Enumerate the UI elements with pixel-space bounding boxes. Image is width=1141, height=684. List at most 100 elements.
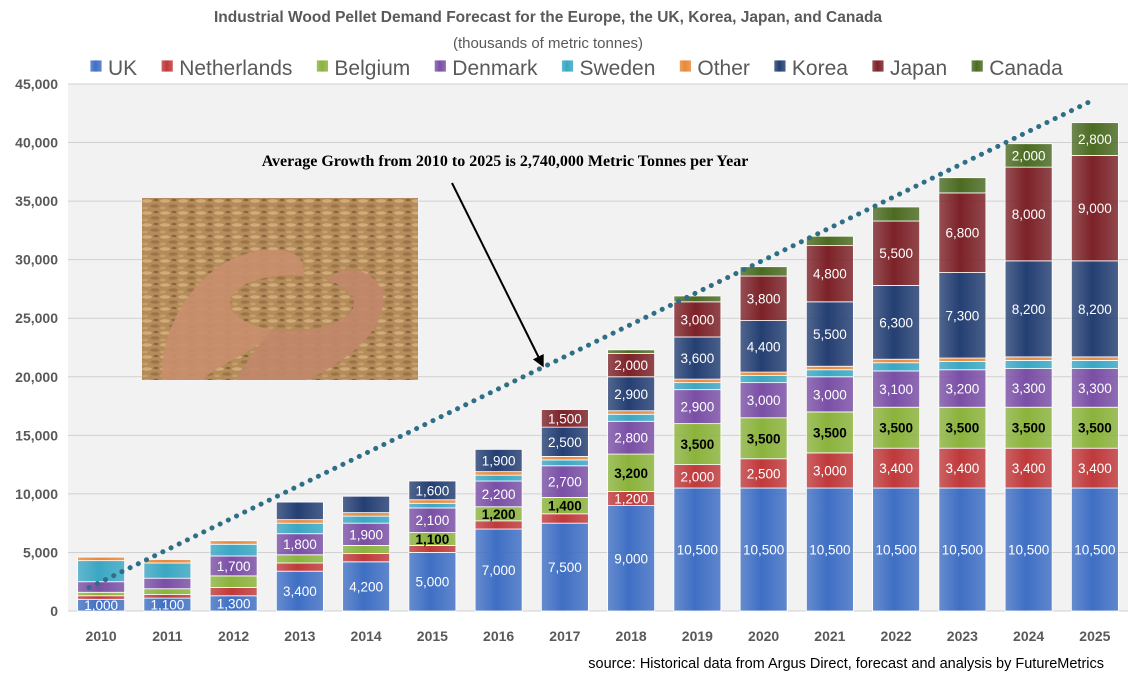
bar-segment-sweden bbox=[540, 459, 589, 467]
bar-segment-netherlands bbox=[540, 513, 589, 524]
bar-segment-canada bbox=[938, 177, 987, 194]
bar-data-label: 3,500 bbox=[747, 431, 781, 446]
bar-segment-korea bbox=[540, 426, 589, 457]
x-tick-label: 2025 bbox=[1079, 628, 1110, 644]
bar-data-label: 2,800 bbox=[614, 431, 648, 446]
annotation-arrow bbox=[451, 182, 544, 368]
bar-segment-netherlands bbox=[938, 447, 987, 489]
legend-label: UK bbox=[108, 57, 137, 80]
y-tick-label: 35,000 bbox=[15, 193, 58, 209]
bar-segment-other bbox=[805, 365, 854, 371]
legend-swatch-denmark bbox=[433, 59, 447, 73]
x-tick-label: 2015 bbox=[417, 628, 448, 644]
bar-data-label: 2,800 bbox=[1078, 132, 1112, 147]
bar-segment-korea bbox=[673, 336, 722, 380]
bar-data-label: 3,000 bbox=[813, 463, 847, 478]
bar-segment-denmark bbox=[77, 581, 126, 593]
bar-data-label: 2,500 bbox=[548, 435, 582, 450]
bar-segment-denmark bbox=[474, 480, 523, 508]
bar-segment-other bbox=[209, 540, 258, 545]
bar-data-label: 3,400 bbox=[945, 461, 979, 476]
y-tick-label: 0 bbox=[50, 603, 58, 619]
bars: 1,000 1,100 1,300 1,700 3,400 1,800 4,200 1,900… bbox=[77, 122, 1119, 613]
bar-segment-sweden bbox=[805, 369, 854, 378]
bar-segment-uk bbox=[1070, 487, 1119, 612]
x-tick-label: 2011 bbox=[152, 628, 183, 644]
bar-data-label: 1,900 bbox=[482, 454, 516, 469]
bar-segment-canada bbox=[1070, 122, 1119, 156]
bar-segment-canada bbox=[872, 206, 921, 222]
y-tick-label: 40,000 bbox=[15, 135, 58, 151]
bar-data-label: 6,300 bbox=[879, 315, 913, 330]
bar-data-label: 1,600 bbox=[415, 483, 449, 498]
bar-data-label: 3,200 bbox=[945, 381, 979, 396]
bar-segment-other bbox=[540, 456, 589, 461]
bar-segment-belgium bbox=[1004, 406, 1053, 449]
bar-data-label: 2,000 bbox=[614, 358, 648, 373]
bar-data-label: 4,400 bbox=[747, 339, 781, 354]
bar-segment-other bbox=[1004, 356, 1053, 361]
bar-segment-korea bbox=[408, 480, 457, 501]
bar-data-label: 5,500 bbox=[879, 246, 913, 261]
bar-segment-sweden bbox=[673, 382, 722, 391]
bar-data-label: 10,500 bbox=[875, 543, 916, 558]
bar-data-label: 3,000 bbox=[747, 393, 781, 408]
bar-segment-denmark bbox=[938, 369, 987, 408]
bar-segment-belgium bbox=[805, 411, 854, 454]
bar-data-label: 7,500 bbox=[548, 560, 582, 575]
bar-segment-korea bbox=[938, 272, 987, 359]
bar-segment-netherlands bbox=[805, 452, 854, 489]
bar-data-label: 3,200 bbox=[614, 466, 648, 481]
x-tick-label: 2010 bbox=[86, 628, 117, 644]
bar-segment-netherlands bbox=[275, 562, 324, 572]
bar-data-label: 10,500 bbox=[1008, 543, 1049, 558]
bar-segment-korea bbox=[474, 448, 523, 473]
y-tick-label: 15,000 bbox=[15, 427, 58, 443]
bar-data-label: 2,700 bbox=[548, 475, 582, 490]
bar-segment-netherlands bbox=[474, 520, 523, 530]
bar-segment-japan bbox=[1070, 155, 1119, 262]
bar-data-label: 1,000 bbox=[84, 598, 118, 613]
bar-data-label: 1,900 bbox=[349, 527, 383, 542]
bar-segment-other bbox=[474, 471, 523, 476]
bar-segment-netherlands bbox=[1070, 447, 1119, 489]
bar-data-label: 8,200 bbox=[1012, 302, 1046, 317]
legend-swatch-korea bbox=[773, 59, 787, 73]
bar-segment-belgium bbox=[342, 545, 391, 555]
legend-label: Korea bbox=[792, 57, 848, 80]
x-tick-label: 2024 bbox=[1013, 628, 1044, 644]
bar-data-label: 3,500 bbox=[1078, 421, 1112, 436]
bar-segment-uk bbox=[474, 528, 523, 612]
legend-label: Denmark bbox=[452, 57, 538, 80]
bar-segment-sweden bbox=[872, 362, 921, 372]
bar-segment-uk bbox=[739, 487, 788, 612]
bar-segment-sweden bbox=[474, 474, 523, 482]
x-tick-label: 2018 bbox=[616, 628, 647, 644]
bar-data-label: 3,500 bbox=[879, 421, 913, 436]
bar-segment-sweden bbox=[342, 515, 391, 524]
bar-segment-sweden bbox=[408, 502, 457, 509]
bar-segment-other bbox=[607, 410, 656, 415]
legend-swatch-canada bbox=[970, 59, 984, 73]
bar-data-label: 10,500 bbox=[1074, 543, 1115, 558]
bar-segment-other bbox=[1070, 356, 1119, 361]
bar-segment-korea bbox=[275, 501, 324, 521]
bar-segment-other bbox=[739, 371, 788, 377]
legend-label: Japan bbox=[890, 57, 947, 80]
bar-segment-other bbox=[143, 559, 192, 564]
bar-data-label: 2,000 bbox=[680, 469, 714, 484]
y-tick-label: 25,000 bbox=[15, 310, 58, 326]
x-tick-label: 2013 bbox=[284, 628, 315, 644]
bar-segment-korea bbox=[607, 376, 656, 412]
bar-segment-uk bbox=[872, 487, 921, 612]
bar-data-label: 2,100 bbox=[415, 513, 449, 528]
bar-segment-belgium bbox=[872, 406, 921, 449]
bar-segment-sweden bbox=[275, 522, 324, 535]
bar-data-label: 3,400 bbox=[283, 584, 317, 599]
bar-data-label: 5,500 bbox=[813, 327, 847, 342]
bar-segment-belgium bbox=[275, 554, 324, 564]
bar-data-label: 2,500 bbox=[747, 466, 781, 481]
bar-segment-denmark bbox=[872, 370, 921, 408]
bar-segment-other bbox=[77, 556, 126, 562]
y-tick-label: 20,000 bbox=[15, 369, 58, 385]
